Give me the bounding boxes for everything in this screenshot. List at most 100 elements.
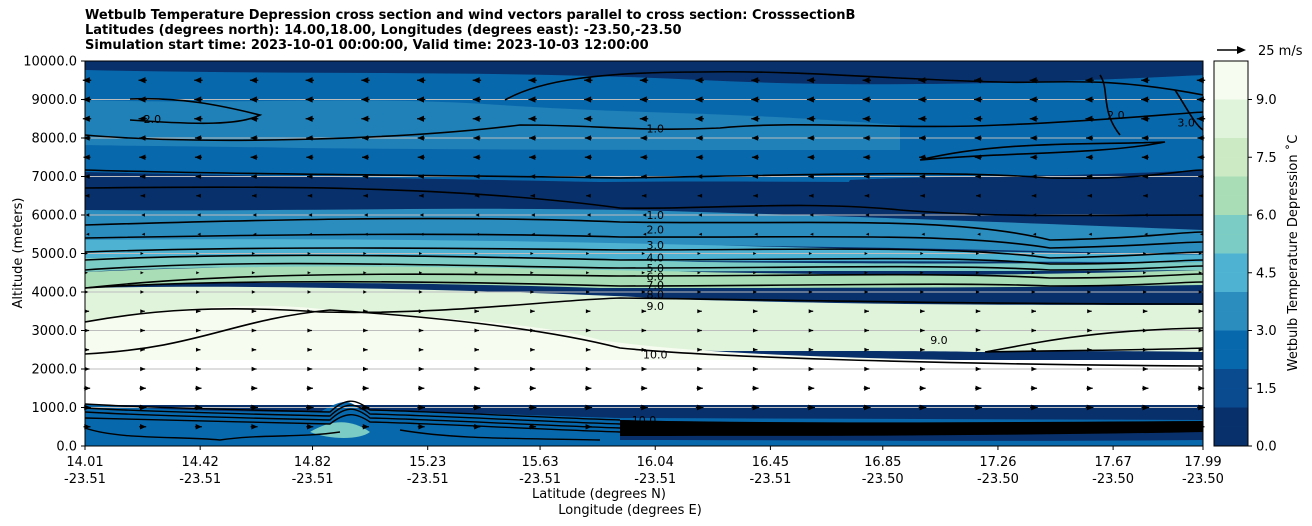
wind-arrow <box>1196 96 1206 103</box>
wind-arrow <box>1198 309 1204 314</box>
colorbar-band <box>1214 349 1248 369</box>
wind-arrow <box>697 347 702 352</box>
contour-line-2-upper-left <box>129 97 263 125</box>
wind-arrow <box>640 404 648 411</box>
contour-label: 4.0 <box>646 251 664 264</box>
wind-arrow <box>975 271 980 275</box>
wind-arrow <box>307 193 313 198</box>
wind-arrow <box>140 347 145 352</box>
wind-arrow <box>1086 385 1093 391</box>
wind-arrow <box>529 385 536 391</box>
wind-arrow <box>417 404 426 411</box>
wind-arrow <box>84 290 89 294</box>
wind-arrow <box>697 193 703 198</box>
y-tick-label: 3000.0 <box>32 324 78 339</box>
wind-arrow <box>586 252 590 255</box>
contour-label: 10.0 <box>643 348 668 361</box>
wind-arrow <box>751 96 760 103</box>
wind-arrow <box>418 271 423 275</box>
wind-arrow <box>862 115 871 122</box>
colorbar-tick-label: 3.0 <box>1256 324 1277 339</box>
surface-contour-lines <box>85 400 621 441</box>
contour-label: 7.0 <box>646 279 664 292</box>
wind-arrow <box>862 77 871 84</box>
wind-arrow <box>641 309 647 314</box>
colorbar-band <box>1214 426 1248 446</box>
wind-arrow <box>306 135 314 141</box>
wind-arrow <box>197 213 201 217</box>
wind-arrow <box>361 77 370 84</box>
wind-arrow <box>865 232 869 236</box>
wind-arrow <box>696 154 704 160</box>
wind-arrow <box>697 271 701 275</box>
wind-arrow <box>473 424 481 430</box>
wind-arrow <box>472 115 482 122</box>
wind-arrow <box>865 213 870 217</box>
wind-arrow <box>530 366 536 372</box>
wind-arrow <box>1198 328 1204 333</box>
wind-arrow <box>918 77 927 84</box>
wind-arrow <box>1198 271 1203 275</box>
wind-arrow <box>1141 115 1150 122</box>
wind-arrow <box>695 96 704 103</box>
wind-arrow <box>307 174 313 179</box>
wind-arrow <box>364 232 368 236</box>
contour-label: 8.0 <box>646 288 664 301</box>
contour-line-1-upper <box>85 111 1203 141</box>
wind-arrow <box>1030 154 1038 160</box>
wind-arrow <box>587 232 591 236</box>
wind-arrow <box>251 347 257 352</box>
wind-arrow <box>528 77 537 84</box>
contour-label: 2.0 <box>646 224 664 237</box>
wind-arrow <box>85 213 90 217</box>
wind-arrow <box>473 154 481 160</box>
wind-arrow <box>418 309 424 314</box>
wind-arrow <box>140 290 145 294</box>
wind-arrow <box>808 309 814 314</box>
contour-line-1-top <box>504 70 1203 101</box>
colorbar-band <box>1214 195 1248 215</box>
wind-arrow <box>418 290 423 294</box>
wind-arrow <box>530 328 535 333</box>
wind-arrow <box>1087 271 1091 275</box>
wind-arrow <box>196 252 200 255</box>
x-tick-label-lat: 15.63 <box>521 455 558 470</box>
wind-arrow <box>1031 252 1035 255</box>
wind-arrow <box>250 135 258 141</box>
colorbar-tick-label: 7.5 <box>1256 151 1277 166</box>
surface-contour-a <box>85 400 621 421</box>
wind-arrow <box>1141 135 1149 141</box>
wind-arrow <box>863 154 871 160</box>
colorbar-frame <box>1213 60 1249 447</box>
y-tick-label: 9000.0 <box>32 93 78 108</box>
colorbar-band <box>1214 253 1248 273</box>
x-tick-label-lat: 16.45 <box>752 455 789 470</box>
wind-arrow <box>195 385 202 391</box>
wind-arrow <box>751 154 759 160</box>
contour-line-5 <box>85 254 1203 265</box>
wind-arrow <box>305 115 314 122</box>
quiver-key-label: 25 m/s <box>1258 44 1303 59</box>
wind-arrow <box>194 154 202 160</box>
wind-arrow <box>250 154 258 160</box>
colorbar-band <box>1214 118 1248 138</box>
wind-arrow <box>140 252 144 255</box>
wind-arrow <box>641 193 647 198</box>
wind-arrow <box>974 424 982 430</box>
wind-arrow <box>806 77 816 84</box>
wind-arrow <box>919 154 926 160</box>
wind-arrow <box>140 309 145 314</box>
wind-arrow <box>1030 404 1038 411</box>
wind-arrow <box>1142 366 1148 372</box>
wind-arrow <box>919 385 926 391</box>
wind-arrow <box>307 347 312 352</box>
surface-contour-d <box>85 414 621 433</box>
contour-labels: 1.01.02.03.04.05.06.07.08.09.010.010.02.… <box>144 109 1195 427</box>
wind-arrow <box>586 271 590 275</box>
wind-arrow <box>1031 290 1036 294</box>
contour-lines <box>85 70 1203 367</box>
wind-arrow <box>1031 366 1037 372</box>
wind-arrow <box>585 347 591 352</box>
wind-arrow <box>864 347 869 352</box>
